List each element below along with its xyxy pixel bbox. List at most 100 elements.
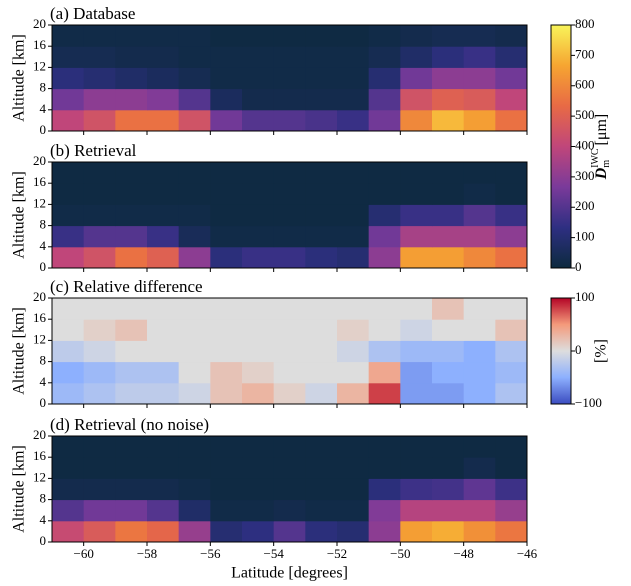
heat-cell <box>178 204 211 227</box>
heat-cell <box>305 520 338 543</box>
heat-cell <box>400 340 433 363</box>
heat-cell <box>337 382 370 405</box>
heat-cell <box>273 67 306 90</box>
x-tick-label: −48 <box>453 546 473 561</box>
x-tick-label: −52 <box>327 546 347 561</box>
heat-cell <box>147 162 180 184</box>
heat-cell <box>242 499 275 522</box>
heat-cell <box>368 25 401 47</box>
heat-cell <box>210 382 243 405</box>
heat-cell <box>400 162 433 184</box>
heat-cell <box>463 382 496 405</box>
heat-cell <box>305 162 338 184</box>
colorbar-tick-label: 400 <box>575 137 595 152</box>
heat-cell <box>115 298 148 320</box>
heat-cell <box>242 225 275 248</box>
heat-cell <box>210 340 243 363</box>
heat-cell <box>368 298 401 320</box>
heat-cell <box>463 361 496 384</box>
heat-cell <box>83 46 116 68</box>
heat-cell <box>83 457 116 479</box>
panel-title: (c) Relative difference <box>50 277 203 296</box>
heat-cell <box>147 340 180 363</box>
x-tick-label: −46 <box>517 546 538 561</box>
heat-cell <box>400 67 433 90</box>
heat-cell <box>115 457 148 479</box>
heat-cell <box>178 162 211 184</box>
heat-cell <box>463 88 496 111</box>
heat-cell <box>242 88 275 111</box>
y-tick-label: 12 <box>33 58 46 73</box>
colorbar-tick-label: 700 <box>575 46 595 61</box>
heat-cell <box>432 162 465 184</box>
heat-cell <box>432 88 465 111</box>
panel-title: (d) Retrieval (no noise) <box>50 415 209 434</box>
heat-cell <box>52 246 85 269</box>
y-tick-label: 16 <box>33 37 47 52</box>
y-tick-label: 0 <box>40 259 47 274</box>
heat-cell <box>52 162 85 184</box>
heat-cell <box>52 499 85 522</box>
y-tick-label: 0 <box>40 395 47 410</box>
heat-cell <box>400 319 433 341</box>
heat-cell <box>400 25 433 47</box>
heat-cell <box>463 478 496 501</box>
heat-cell <box>242 520 275 543</box>
heat-cell <box>337 457 370 479</box>
heat-cell <box>83 361 116 384</box>
heat-cell <box>368 162 401 184</box>
heat-cell <box>147 436 180 458</box>
heat-cell <box>273 319 306 341</box>
heat-cell <box>273 499 306 522</box>
heat-cell <box>242 25 275 47</box>
heat-cell <box>432 109 465 132</box>
heat-cell <box>273 478 306 501</box>
colorbar-tick-label: 300 <box>575 168 595 183</box>
heat-cell <box>83 319 116 341</box>
y-tick-label: 20 <box>33 289 46 304</box>
heat-cell <box>432 499 465 522</box>
heat-cell <box>368 88 401 111</box>
y-tick-label: 4 <box>40 101 47 116</box>
heat-cell <box>368 204 401 227</box>
heat-cell <box>83 88 116 111</box>
heat-cell <box>115 246 148 269</box>
heat-cell <box>432 520 465 543</box>
heat-cell <box>210 436 243 458</box>
heat-cell <box>52 478 85 501</box>
heat-cell <box>273 183 306 205</box>
heat-cell <box>337 340 370 363</box>
heat-cell <box>273 162 306 184</box>
heat-cell <box>178 246 211 269</box>
y-axis-label: Altitude [km] <box>11 34 28 122</box>
heat-cell <box>83 478 116 501</box>
heat-cell <box>337 67 370 90</box>
heat-cell <box>242 183 275 205</box>
heat-cell <box>305 436 338 458</box>
heat-cell <box>210 162 243 184</box>
heat-cell <box>178 67 211 90</box>
heat-cell <box>115 46 148 68</box>
heat-cell <box>210 246 243 269</box>
heat-cell <box>242 382 275 405</box>
heat-cell <box>305 67 338 90</box>
heat-cell <box>337 246 370 269</box>
heat-cell <box>463 204 496 227</box>
x-tick-label: −56 <box>200 546 221 561</box>
heat-cell <box>52 109 85 132</box>
heat-cell <box>495 225 528 248</box>
heat-cell <box>147 457 180 479</box>
heat-cell <box>463 162 496 184</box>
heat-cell <box>115 225 148 248</box>
y-tick-label: 8 <box>40 353 47 368</box>
heat-cell <box>178 183 211 205</box>
heat-cell <box>305 499 338 522</box>
heat-cell <box>273 298 306 320</box>
y-tick-label: 8 <box>40 80 47 95</box>
plot-frame <box>51 161 528 269</box>
colorbar-tick-label: 800 <box>575 16 595 31</box>
heat-cell <box>242 478 275 501</box>
heat-cell <box>147 246 180 269</box>
heat-cell <box>463 25 496 47</box>
